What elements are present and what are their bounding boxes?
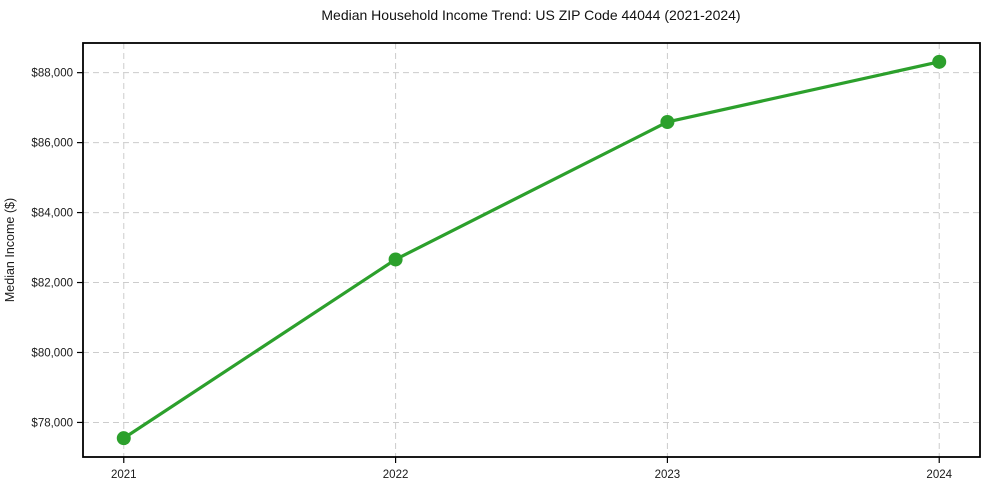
x-tick-label: 2021 <box>111 469 137 481</box>
data-point-2023 <box>660 114 675 129</box>
trend-line <box>122 60 941 440</box>
y-axis-label: Median Income ($) <box>3 198 17 302</box>
y-tick-label: $86,000 <box>31 138 73 150</box>
data-series <box>116 54 947 446</box>
y-tick-label: $80,000 <box>31 348 73 360</box>
chart-title: Median Household Income Trend: US ZIP Co… <box>321 7 740 23</box>
y-tick-label: $88,000 <box>31 68 73 80</box>
x-tick-label: 2022 <box>383 469 409 481</box>
y-tick-label: $78,000 <box>31 417 73 429</box>
plot-border <box>82 42 981 458</box>
data-point-2024 <box>932 54 947 69</box>
data-point-2022 <box>388 252 403 267</box>
axis-ticks: $78,000 $80,000 $82,000 $84,000 $86,000 $88,0… <box>31 68 952 481</box>
data-point-2021 <box>116 431 131 446</box>
y-tick-label: $84,000 <box>31 208 73 220</box>
y-tick-label: $82,000 <box>31 278 73 290</box>
x-tick-label: 2023 <box>655 469 681 481</box>
gridlines <box>83 43 980 457</box>
x-tick-label: 2024 <box>926 469 952 481</box>
